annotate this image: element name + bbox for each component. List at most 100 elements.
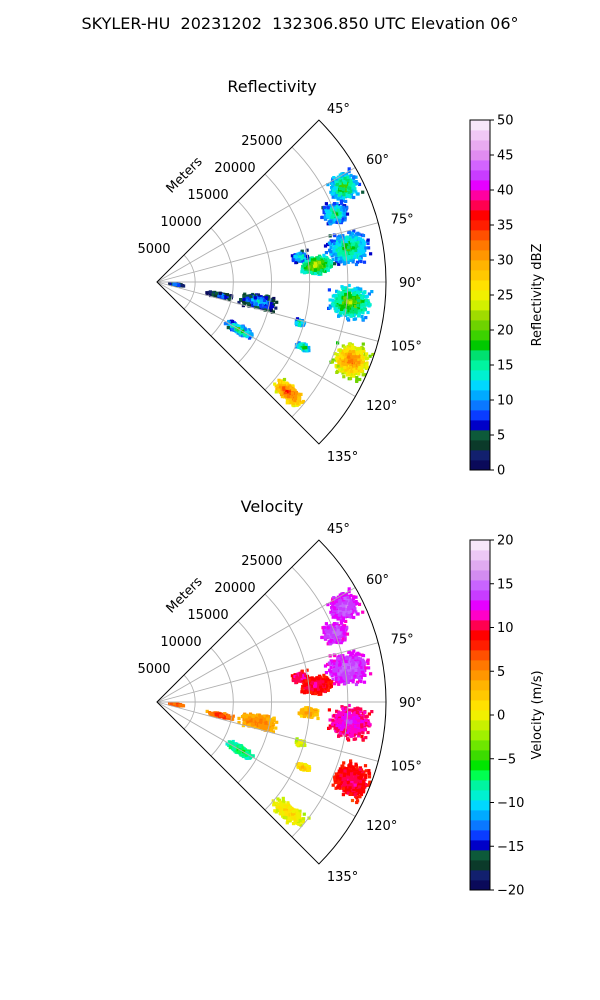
cbar-tick: 5 [497, 429, 505, 444]
radar-echo-cell [333, 262, 337, 266]
reflectivity-colorbar-cells [470, 120, 490, 471]
radar-echo-cell [335, 190, 339, 194]
radar-echo-cell [355, 181, 359, 186]
radar-echo-cell [352, 292, 356, 296]
radar-echo-cell [360, 296, 364, 300]
radar-echo-cell [351, 260, 355, 264]
radar-echo-cell [329, 181, 334, 185]
radar-echo-cell [351, 244, 355, 248]
angle-tick-90: 90° [399, 276, 422, 291]
radar-echo-cell [264, 296, 268, 300]
radar-echo-cell [322, 205, 326, 209]
radar-echo-cell [310, 256, 314, 260]
radar-echo-cell [331, 298, 335, 302]
radar-echo-cell [338, 311, 342, 315]
radar-echo-cell [360, 363, 364, 368]
radar-echo-cell [351, 231, 355, 236]
radar-echo-cell [337, 257, 341, 261]
radar-echo-cell [359, 243, 363, 247]
radar-echo-cell [351, 246, 355, 250]
radar-echo-cell [337, 262, 341, 266]
radar-echo-cell [353, 234, 357, 238]
radar-echo-cell [313, 264, 318, 268]
radar-echo-cell [364, 295, 368, 299]
colorbar-swatch [470, 380, 490, 391]
radar-echo-cell [295, 258, 299, 262]
radar-echo-cell [347, 283, 351, 288]
radar-echo-cell [323, 215, 327, 219]
radar-echo-cell [342, 192, 346, 197]
radar-echo-cell [334, 254, 338, 258]
radar-echo-cell [344, 188, 348, 192]
radar-echo-cell [323, 244, 328, 248]
radar-echo-cell [337, 314, 341, 318]
colorbar-swatch [470, 250, 490, 261]
radar-echo-cell [332, 202, 337, 206]
radar-echo-cell [333, 234, 337, 238]
radar-echo-cell [357, 251, 361, 255]
radar-echo-cell [316, 269, 320, 273]
colorbar-swatch [470, 340, 490, 351]
radar-echo-cell [352, 299, 356, 303]
colorbar-swatch [470, 450, 490, 461]
radar-echo-cell [293, 396, 298, 400]
radar-echo-cell [355, 347, 359, 351]
radar-echo-cell [345, 175, 350, 179]
radar-echo-cell [221, 295, 225, 299]
range-tick-15000: 15000 [187, 188, 228, 203]
radar-echo-cell [345, 237, 349, 241]
radar-echo-cell [332, 213, 336, 218]
radar-echo-cell [336, 308, 340, 312]
radar-echo-cell [341, 242, 345, 246]
radar-echo-cell [291, 256, 296, 261]
colorbar-swatch [470, 290, 490, 301]
radar-echo-cell [356, 192, 360, 196]
radar-echo-cell [354, 308, 358, 312]
radar-echo-cell [344, 243, 348, 247]
radar-echo-cell [297, 396, 301, 400]
radar-echo-cell [218, 291, 222, 295]
radar-echo-cell [332, 210, 336, 215]
cbar-tick: 25 [497, 289, 514, 304]
radar-echo-cell [329, 246, 333, 250]
radar-echo-cell [343, 365, 347, 370]
radar-echo-cell [356, 236, 360, 240]
radar-echo-cell [334, 218, 338, 222]
radar-echo-cell [294, 261, 298, 265]
radar-echo-cell [311, 261, 316, 265]
colorbar-swatch [470, 280, 490, 291]
radar-echo-cell [314, 260, 318, 264]
radar-echo-cell [338, 243, 342, 247]
radar-echo-cell [359, 259, 363, 264]
radar-echo-cell [310, 258, 314, 262]
radar-echo-cell [326, 214, 330, 218]
radar-echo-cell [359, 289, 363, 293]
radar-echo-cell [335, 244, 339, 248]
radar-echo-cell [295, 255, 299, 259]
radar-echo-cell [351, 289, 355, 293]
radar-echo-cell [360, 361, 364, 365]
radar-echo-cell [343, 312, 347, 316]
radar-echo-cell [339, 199, 343, 203]
radar-echo-cell [336, 208, 340, 212]
radar-echo-cell [331, 252, 335, 256]
radar-echo-cell [277, 388, 281, 392]
radar-echo-cell [341, 217, 345, 221]
radar-echo-cell [351, 347, 355, 351]
radar-echo-cell [334, 252, 338, 256]
radar-echo-cell [302, 263, 306, 268]
radar-echo-cell [348, 195, 352, 199]
radar-echo-cell [361, 190, 365, 194]
radar-echo-cell [305, 248, 309, 252]
radar-echo-cell [253, 296, 257, 300]
radar-echo-cell [340, 307, 344, 311]
radar-echo-cell [340, 240, 344, 245]
radar-echo-cell [356, 240, 360, 244]
radar-echo-cell [326, 242, 330, 247]
radar-echo-cell [355, 352, 359, 356]
radar-echo-cell [347, 167, 351, 171]
radar-echo-cell [352, 364, 356, 368]
radar-echo-cell [307, 261, 311, 265]
radar-echo-cell [359, 247, 363, 251]
radar-echo-cell [353, 304, 358, 309]
